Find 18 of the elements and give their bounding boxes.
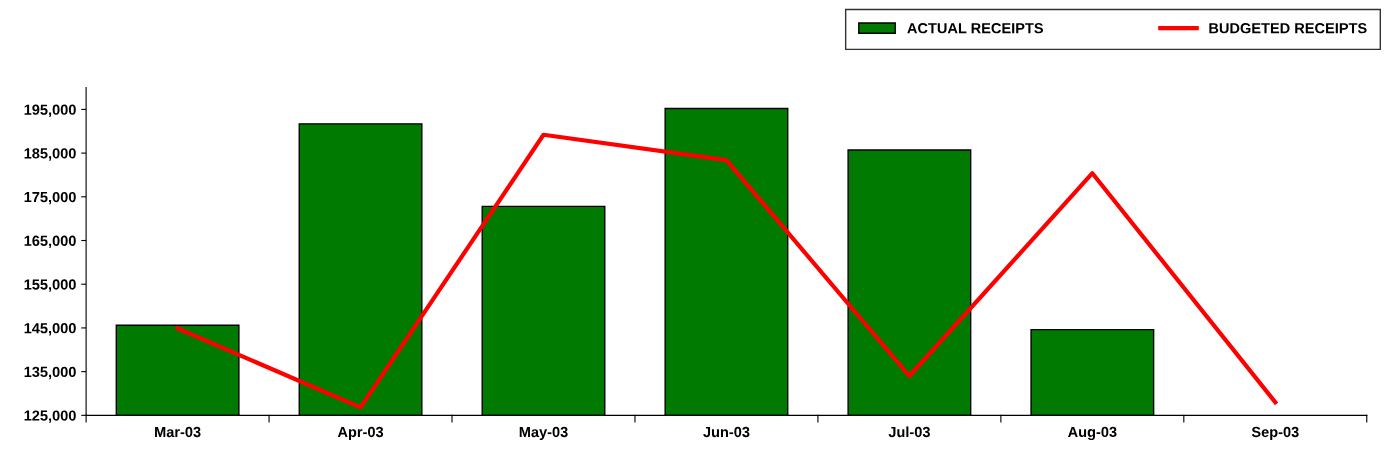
- y-tick-label: 135,000: [24, 366, 76, 380]
- y-tick-label: 185,000: [24, 148, 76, 161]
- y-tick-label: 195,000: [24, 104, 76, 117]
- y-tick-label: 155,000: [24, 279, 76, 292]
- x-tick-label: Sep-03: [1251, 426, 1299, 441]
- y-tick-label: 175,000: [24, 191, 76, 205]
- x-tick-label: Jul-03: [888, 426, 930, 438]
- line-series: [175, 132, 1278, 410]
- x-tick-label: Aug-03: [1068, 426, 1117, 441]
- y-tick-label: 165,000: [24, 235, 76, 249]
- legend-label: ACTUAL RECEIPTS: [907, 23, 1044, 34]
- legend-label: BUDGETED RECEIPTS: [1209, 23, 1367, 34]
- x-tick-label: Jun-03: [703, 426, 750, 438]
- x-tick-label: Apr-03: [337, 426, 384, 441]
- y-tick-label: 125,000: [24, 410, 76, 423]
- y-tick-label: 145,000: [24, 323, 76, 336]
- x-tick-label: May-03: [519, 426, 568, 441]
- x-tick-label: Mar-03: [155, 426, 201, 438]
